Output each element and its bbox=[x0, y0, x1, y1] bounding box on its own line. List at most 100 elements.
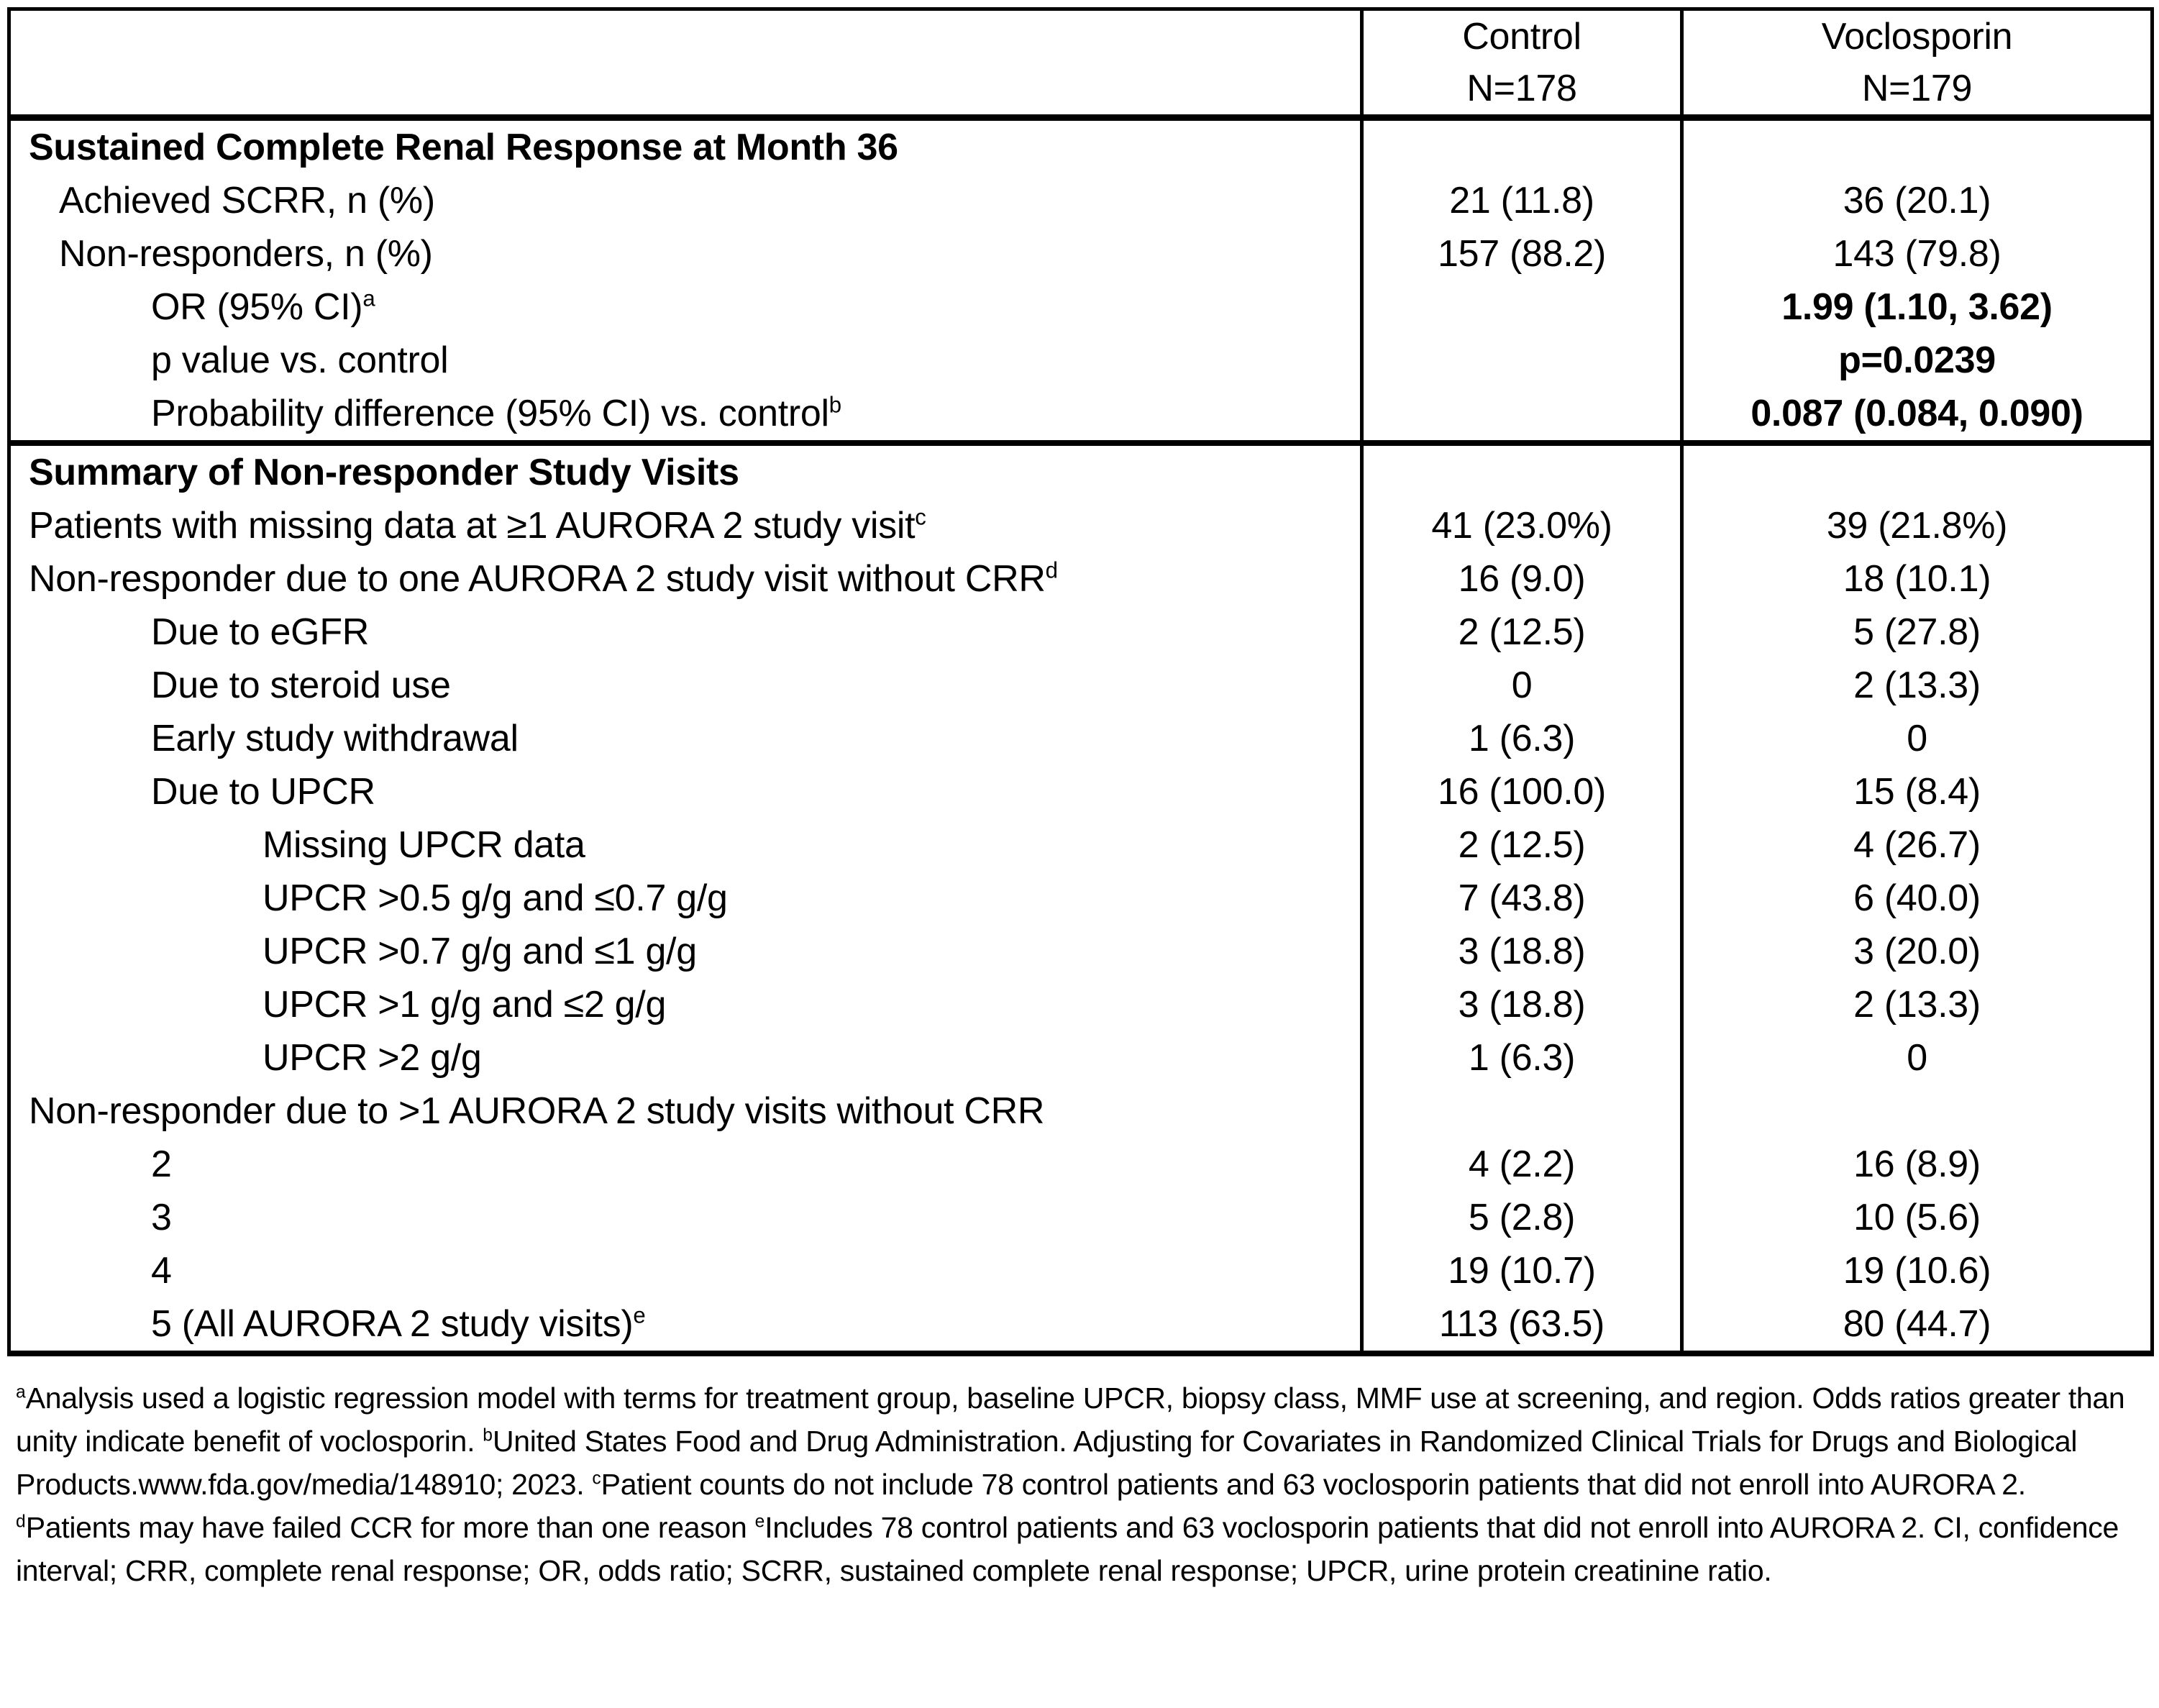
row-label: 4 bbox=[151, 1250, 172, 1292]
row-label-cell: Non-responder due to >1 AURORA 2 study v… bbox=[7, 1084, 1364, 1138]
row-label-cell: Non-responders, n (%) bbox=[7, 227, 1364, 280]
cell-control: 0 bbox=[1360, 659, 1684, 712]
row-label: Summary of Non-responder Study Visits bbox=[29, 452, 739, 493]
label-superscript: e bbox=[633, 1302, 646, 1328]
label-superscript: c bbox=[915, 504, 926, 530]
cell-voclosporin bbox=[1680, 440, 2154, 499]
cell-control bbox=[1360, 117, 1684, 174]
row-label: UPCR >2 g/g bbox=[263, 1037, 482, 1079]
header-empty-cell bbox=[7, 9, 1364, 121]
row-label: UPCR >0.7 g/g and ≤1 g/g bbox=[263, 931, 697, 972]
cell-voclosporin: 18 (10.1) bbox=[1680, 552, 2154, 606]
cell-control bbox=[1360, 387, 1684, 443]
row-label-cell: Non-responder due to one AURORA 2 study … bbox=[7, 552, 1364, 606]
row-label-cell: OR (95% CI)a bbox=[7, 280, 1364, 334]
cell-voclosporin: 2 (13.3) bbox=[1680, 659, 2154, 712]
row-label: Non-responders, n (%) bbox=[59, 233, 433, 275]
row-label: 2 bbox=[151, 1143, 172, 1185]
column-title-control: Control bbox=[1462, 16, 1581, 58]
row-label-cell: Patients with missing data at ≥1 AURORA … bbox=[7, 499, 1364, 552]
table-row: UPCR >1 g/g and ≤2 g/g 3 (18.8) 2 (13.3) bbox=[7, 978, 2154, 1031]
column-n-voclosporin: N=179 bbox=[1861, 68, 1973, 109]
cell-control: 7 (43.8) bbox=[1360, 872, 1684, 925]
cell-voclosporin: 10 (5.6) bbox=[1680, 1191, 2154, 1244]
cell-voclosporin bbox=[1680, 1084, 2154, 1138]
row-label-cell: Achieved SCRR, n (%) bbox=[7, 174, 1364, 227]
cell-voclosporin: 143 (79.8) bbox=[1680, 227, 2154, 280]
table-row: OR (95% CI)a 1.99 (1.10, 3.62) bbox=[7, 280, 2154, 334]
table-row: Probability difference (95% CI) vs. cont… bbox=[7, 387, 2154, 443]
cell-control: 16 (100.0) bbox=[1360, 765, 1684, 818]
cell-control: 157 (88.2) bbox=[1360, 227, 1684, 280]
table-row: Achieved SCRR, n (%) 21 (11.8) 36 (20.1) bbox=[7, 174, 2154, 227]
row-label-cell: p value vs. control bbox=[7, 334, 1364, 387]
cell-control: 1 (6.3) bbox=[1360, 712, 1684, 765]
results-table: Control N=178 Voclosporin N=179 Sustaine… bbox=[7, 7, 2154, 1356]
row-label-cell: Sustained Complete Renal Response at Mon… bbox=[7, 117, 1364, 174]
cell-voclosporin: 0 bbox=[1680, 1031, 2154, 1084]
row-label: Due to steroid use bbox=[151, 665, 451, 706]
row-label: Missing UPCR data bbox=[263, 824, 585, 866]
table-body: Sustained Complete Renal Response at Mon… bbox=[7, 117, 2154, 1353]
cell-voclosporin: p=0.0239 bbox=[1680, 334, 2154, 387]
row-label-cell: 5 (All AURORA 2 study visits)e bbox=[7, 1297, 1364, 1353]
cell-voclosporin: 1.99 (1.10, 3.62) bbox=[1680, 280, 2154, 334]
cell-control: 2 (12.5) bbox=[1360, 818, 1684, 872]
table-row: Early study withdrawal 1 (6.3) 0 bbox=[7, 712, 2154, 765]
cell-voclosporin: 39 (21.8%) bbox=[1680, 499, 2154, 552]
label-superscript: a bbox=[362, 286, 375, 311]
row-label-cell: Summary of Non-responder Study Visits bbox=[7, 440, 1364, 499]
row-label: 3 bbox=[151, 1197, 172, 1238]
row-label: Early study withdrawal bbox=[151, 718, 519, 759]
table-row: UPCR >0.5 g/g and ≤0.7 g/g 7 (43.8) 6 (40.… bbox=[7, 872, 2154, 925]
table-row: Non-responder due to one AURORA 2 study … bbox=[7, 552, 2154, 606]
cell-voclosporin: 15 (8.4) bbox=[1680, 765, 2154, 818]
row-label: Probability difference (95% CI) vs. cont… bbox=[151, 392, 842, 434]
cell-voclosporin bbox=[1680, 117, 2154, 174]
table-row: 3 5 (2.8) 10 (5.6) bbox=[7, 1191, 2154, 1244]
row-label: UPCR >1 g/g and ≤2 g/g bbox=[263, 984, 667, 1026]
row-label-cell: Early study withdrawal bbox=[7, 712, 1364, 765]
row-label: p value vs. control bbox=[151, 339, 449, 381]
row-label: Patients with missing data at ≥1 AURORA … bbox=[29, 504, 926, 547]
cell-control: 41 (23.0%) bbox=[1360, 499, 1684, 552]
cell-voclosporin: 0 bbox=[1680, 712, 2154, 765]
row-label-cell: 4 bbox=[7, 1244, 1364, 1297]
table-row: Summary of Non-responder Study Visits bbox=[7, 440, 2154, 499]
table-row: UPCR >0.7 g/g and ≤1 g/g 3 (18.8) 3 (20.0) bbox=[7, 925, 2154, 978]
table-row: Due to steroid use 0 2 (13.3) bbox=[7, 659, 2154, 712]
table-row: Non-responders, n (%) 157 (88.2) 143 (79.8… bbox=[7, 227, 2154, 280]
cell-control: 5 (2.8) bbox=[1360, 1191, 1684, 1244]
row-label-cell: Due to steroid use bbox=[7, 659, 1364, 712]
footnote-marker: b bbox=[483, 1425, 493, 1446]
table-header-row: Control N=178 Voclosporin N=179 bbox=[7, 9, 2154, 121]
cell-voclosporin: 16 (8.9) bbox=[1680, 1138, 2154, 1191]
row-label-cell: UPCR >1 g/g and ≤2 g/g bbox=[7, 978, 1364, 1031]
row-label-cell: Missing UPCR data bbox=[7, 818, 1364, 872]
row-label-cell: Due to UPCR bbox=[7, 765, 1364, 818]
label-superscript: b bbox=[829, 392, 842, 418]
row-label-cell: UPCR >0.5 g/g and ≤0.7 g/g bbox=[7, 872, 1364, 925]
cell-control bbox=[1360, 1084, 1684, 1138]
header-control: Control N=178 bbox=[1360, 9, 1684, 121]
cell-control: 2 (12.5) bbox=[1360, 606, 1684, 659]
table-row: 2 4 (2.2) 16 (8.9) bbox=[7, 1138, 2154, 1191]
label-superscript: d bbox=[1045, 557, 1058, 583]
row-label-cell: Due to eGFR bbox=[7, 606, 1364, 659]
cell-control: 19 (10.7) bbox=[1360, 1244, 1684, 1297]
row-label: 5 (All AURORA 2 study visits)e bbox=[151, 1302, 646, 1345]
cell-control bbox=[1360, 280, 1684, 334]
cell-control: 3 (18.8) bbox=[1360, 978, 1684, 1031]
table-row: Due to eGFR 2 (12.5) 5 (27.8) bbox=[7, 606, 2154, 659]
row-label: Sustained Complete Renal Response at Mon… bbox=[29, 127, 898, 168]
page: Control N=178 Voclosporin N=179 Sustaine… bbox=[0, 7, 2159, 1708]
header-voclosporin: Voclosporin N=179 bbox=[1680, 9, 2154, 121]
table-row: 4 19 (10.7) 19 (10.6) bbox=[7, 1244, 2154, 1297]
cell-voclosporin: 6 (40.0) bbox=[1680, 872, 2154, 925]
row-label: Non-responder due to >1 AURORA 2 study v… bbox=[29, 1090, 1045, 1132]
cell-control: 1 (6.3) bbox=[1360, 1031, 1684, 1084]
cell-control bbox=[1360, 334, 1684, 387]
row-label: Achieved SCRR, n (%) bbox=[59, 180, 435, 222]
cell-voclosporin: 3 (20.0) bbox=[1680, 925, 2154, 978]
row-label-cell: 2 bbox=[7, 1138, 1364, 1191]
